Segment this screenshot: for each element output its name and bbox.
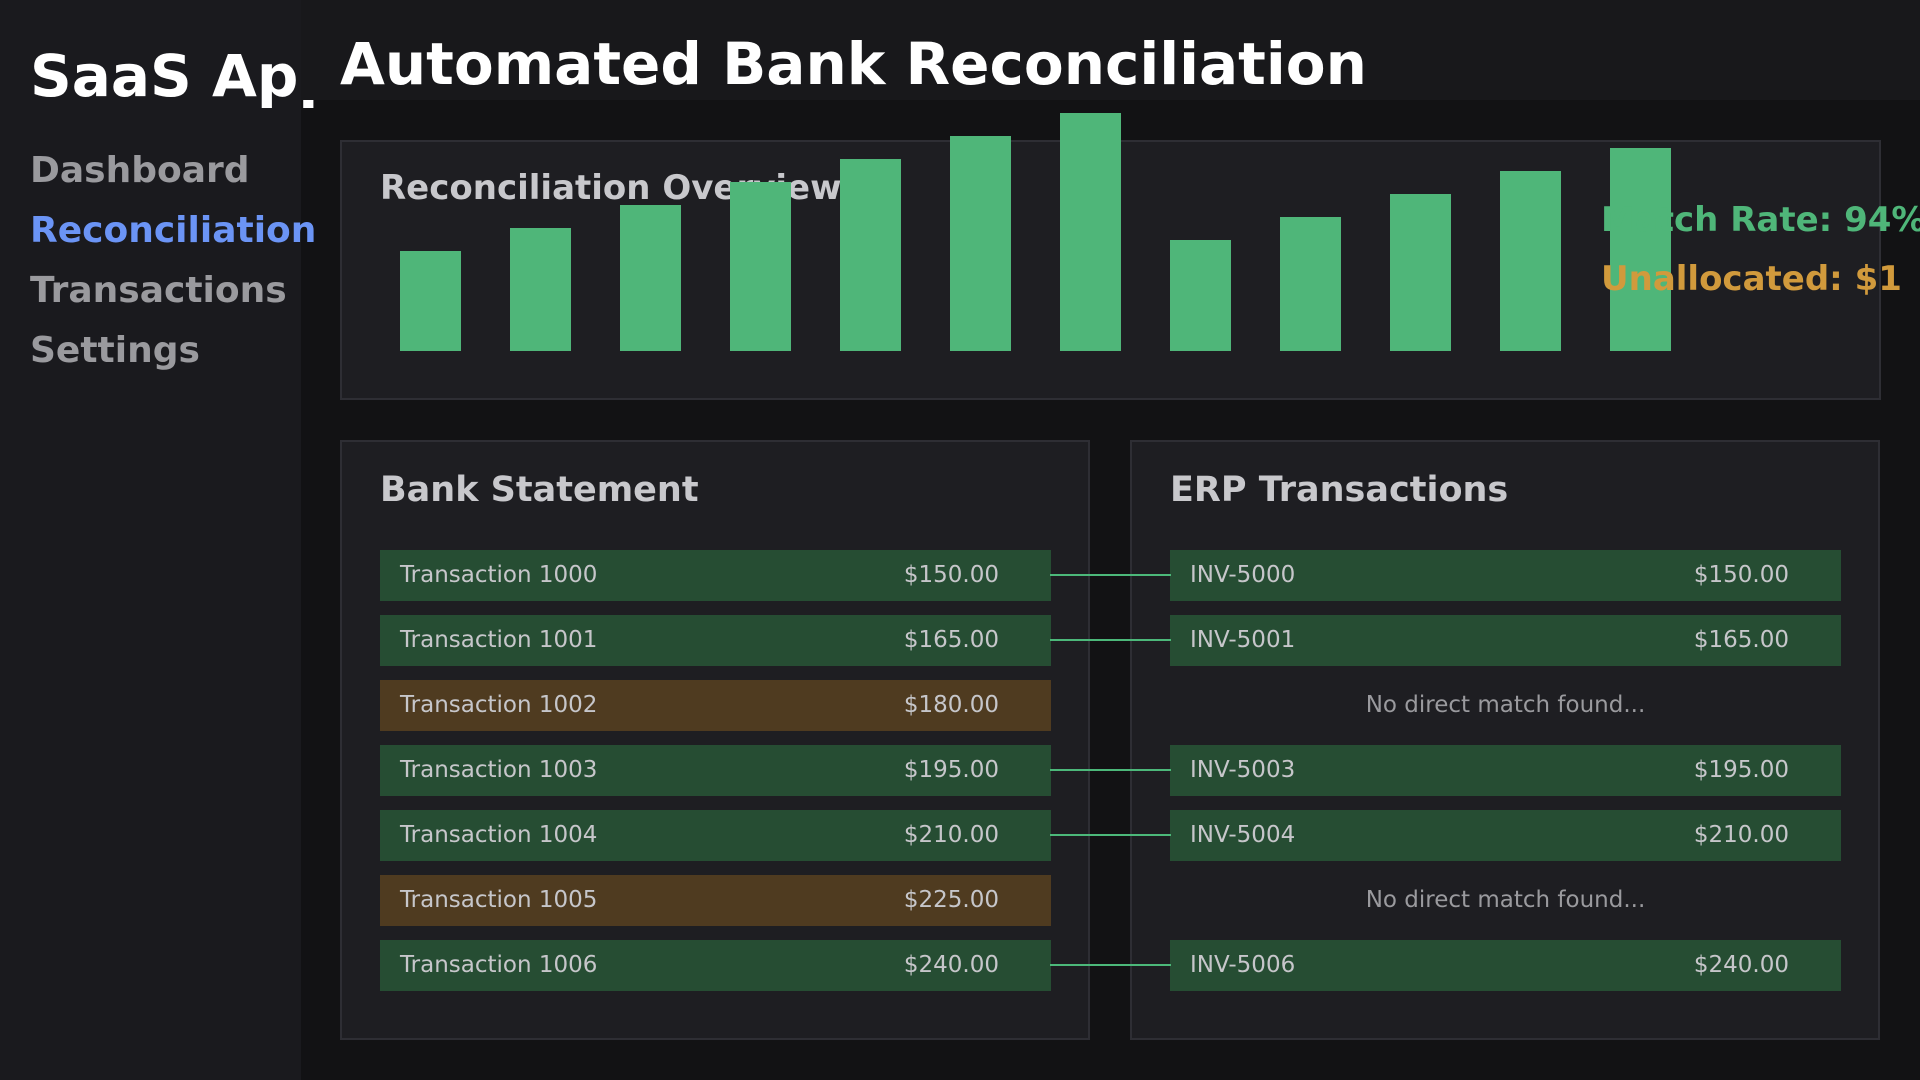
- bank-transaction-row-name: Transaction 1003: [400, 757, 598, 783]
- overview-bar-5: [840, 159, 901, 351]
- erp-transaction-row-amount: $240.00: [1693, 952, 1789, 978]
- overview-bar-8: [1170, 240, 1231, 351]
- unallocated-metric: Unallocated: $1: [1601, 259, 1902, 299]
- overview-bar-3: [620, 205, 681, 351]
- overview-bar-9: [1280, 217, 1341, 351]
- match-connector-line: [1050, 769, 1171, 771]
- overview-bar-4: [730, 182, 791, 351]
- match-connector-line: [1050, 834, 1171, 836]
- erp-transaction-row-name: INV-5003: [1190, 757, 1296, 783]
- match-connector-line: [1050, 964, 1171, 966]
- bank-transaction-row-amount: $150.00: [903, 562, 999, 588]
- sidebar-item-transactions[interactable]: Transactions: [30, 270, 287, 311]
- sidebar-nav: Dashboard Reconciliation Transactions Se…: [30, 145, 316, 385]
- erp-transaction-row-name: INV-5000: [1190, 562, 1296, 588]
- page-header: [301, 0, 1920, 100]
- overview-bar-6: [950, 136, 1011, 351]
- overview-bar-1: [400, 251, 461, 351]
- erp-transaction-row-name: INV-5001: [1190, 627, 1296, 653]
- bank-transaction-row-name: Transaction 1002: [400, 692, 598, 718]
- bank-transaction-row[interactable]: Transaction 1004 $210.00: [380, 810, 1051, 861]
- sidebar-item-dashboard[interactable]: Dashboard: [30, 150, 250, 191]
- bank-statement-title: Bank Statement: [380, 470, 699, 510]
- bank-transaction-row-name: Transaction 1005: [400, 887, 598, 913]
- erp-transactions-title: ERP Transactions: [1170, 470, 1509, 510]
- bank-transaction-row-name: Transaction 1006: [400, 952, 598, 978]
- match-rate-metric: Match Rate: 94%: [1601, 200, 1920, 240]
- erp-transaction-row-name: INV-5006: [1190, 952, 1296, 978]
- bank-transaction-row[interactable]: Transaction 1003 $195.00: [380, 745, 1051, 796]
- bank-transaction-row[interactable]: Transaction 1005 $225.00: [380, 875, 1051, 926]
- erp-transaction-row-amount: $165.00: [1693, 627, 1789, 653]
- erp-transaction-row-name: INV-5004: [1190, 822, 1296, 848]
- erp-transaction-row[interactable]: INV-5006 $240.00: [1170, 940, 1841, 991]
- match-connector-line: [1050, 574, 1171, 576]
- overview-bar-chart: [400, 113, 1671, 351]
- erp-transaction-row-amount: $150.00: [1693, 562, 1789, 588]
- overview-bar-11: [1500, 171, 1561, 351]
- bank-transaction-row-name: Transaction 1000: [400, 562, 598, 588]
- sidebar-item-reconciliation[interactable]: Reconciliation: [30, 210, 317, 251]
- bank-transaction-row-amount: $195.00: [903, 757, 999, 783]
- sidebar: SaaS App Dashboard Reconciliation Transa…: [0, 0, 320, 1080]
- match-connector-line: [1050, 639, 1171, 641]
- erp-transaction-row[interactable]: INV-5000 $150.00: [1170, 550, 1841, 601]
- page-title: Automated Bank Reconciliation: [340, 30, 1367, 98]
- bank-transaction-row-name: Transaction 1004: [400, 822, 598, 848]
- app-brand: SaaS App: [30, 42, 320, 110]
- bank-transaction-row[interactable]: Transaction 1001 $165.00: [380, 615, 1051, 666]
- overview-bar-12: [1610, 148, 1671, 351]
- bank-transaction-row-amount: $180.00: [903, 692, 999, 718]
- erp-transaction-row[interactable]: INV-5001 $165.00: [1170, 615, 1841, 666]
- no-match-message: No direct match found...: [1365, 887, 1646, 913]
- bank-transaction-row[interactable]: Transaction 1000 $150.00: [380, 550, 1051, 601]
- erp-transaction-row[interactable]: INV-5004 $210.00: [1170, 810, 1841, 861]
- bank-transaction-row[interactable]: Transaction 1006 $240.00: [380, 940, 1051, 991]
- overview-bar-10: [1390, 194, 1451, 351]
- bank-transaction-row-name: Transaction 1001: [400, 627, 598, 653]
- overview-bar-2: [510, 228, 571, 351]
- sidebar-item-settings[interactable]: Settings: [30, 330, 200, 371]
- bank-transaction-row-amount: $210.00: [903, 822, 999, 848]
- no-match-message: No direct match found...: [1365, 692, 1646, 718]
- bank-transaction-row[interactable]: Transaction 1002 $180.00: [380, 680, 1051, 731]
- bank-transaction-row-amount: $225.00: [903, 887, 999, 913]
- erp-transaction-row[interactable]: INV-5003 $195.00: [1170, 745, 1841, 796]
- erp-transaction-row-amount: $210.00: [1693, 822, 1789, 848]
- bank-transaction-row-amount: $240.00: [903, 952, 999, 978]
- bank-transaction-row-amount: $165.00: [903, 627, 999, 653]
- erp-transaction-row-amount: $195.00: [1693, 757, 1789, 783]
- overview-bar-7: [1060, 113, 1121, 351]
